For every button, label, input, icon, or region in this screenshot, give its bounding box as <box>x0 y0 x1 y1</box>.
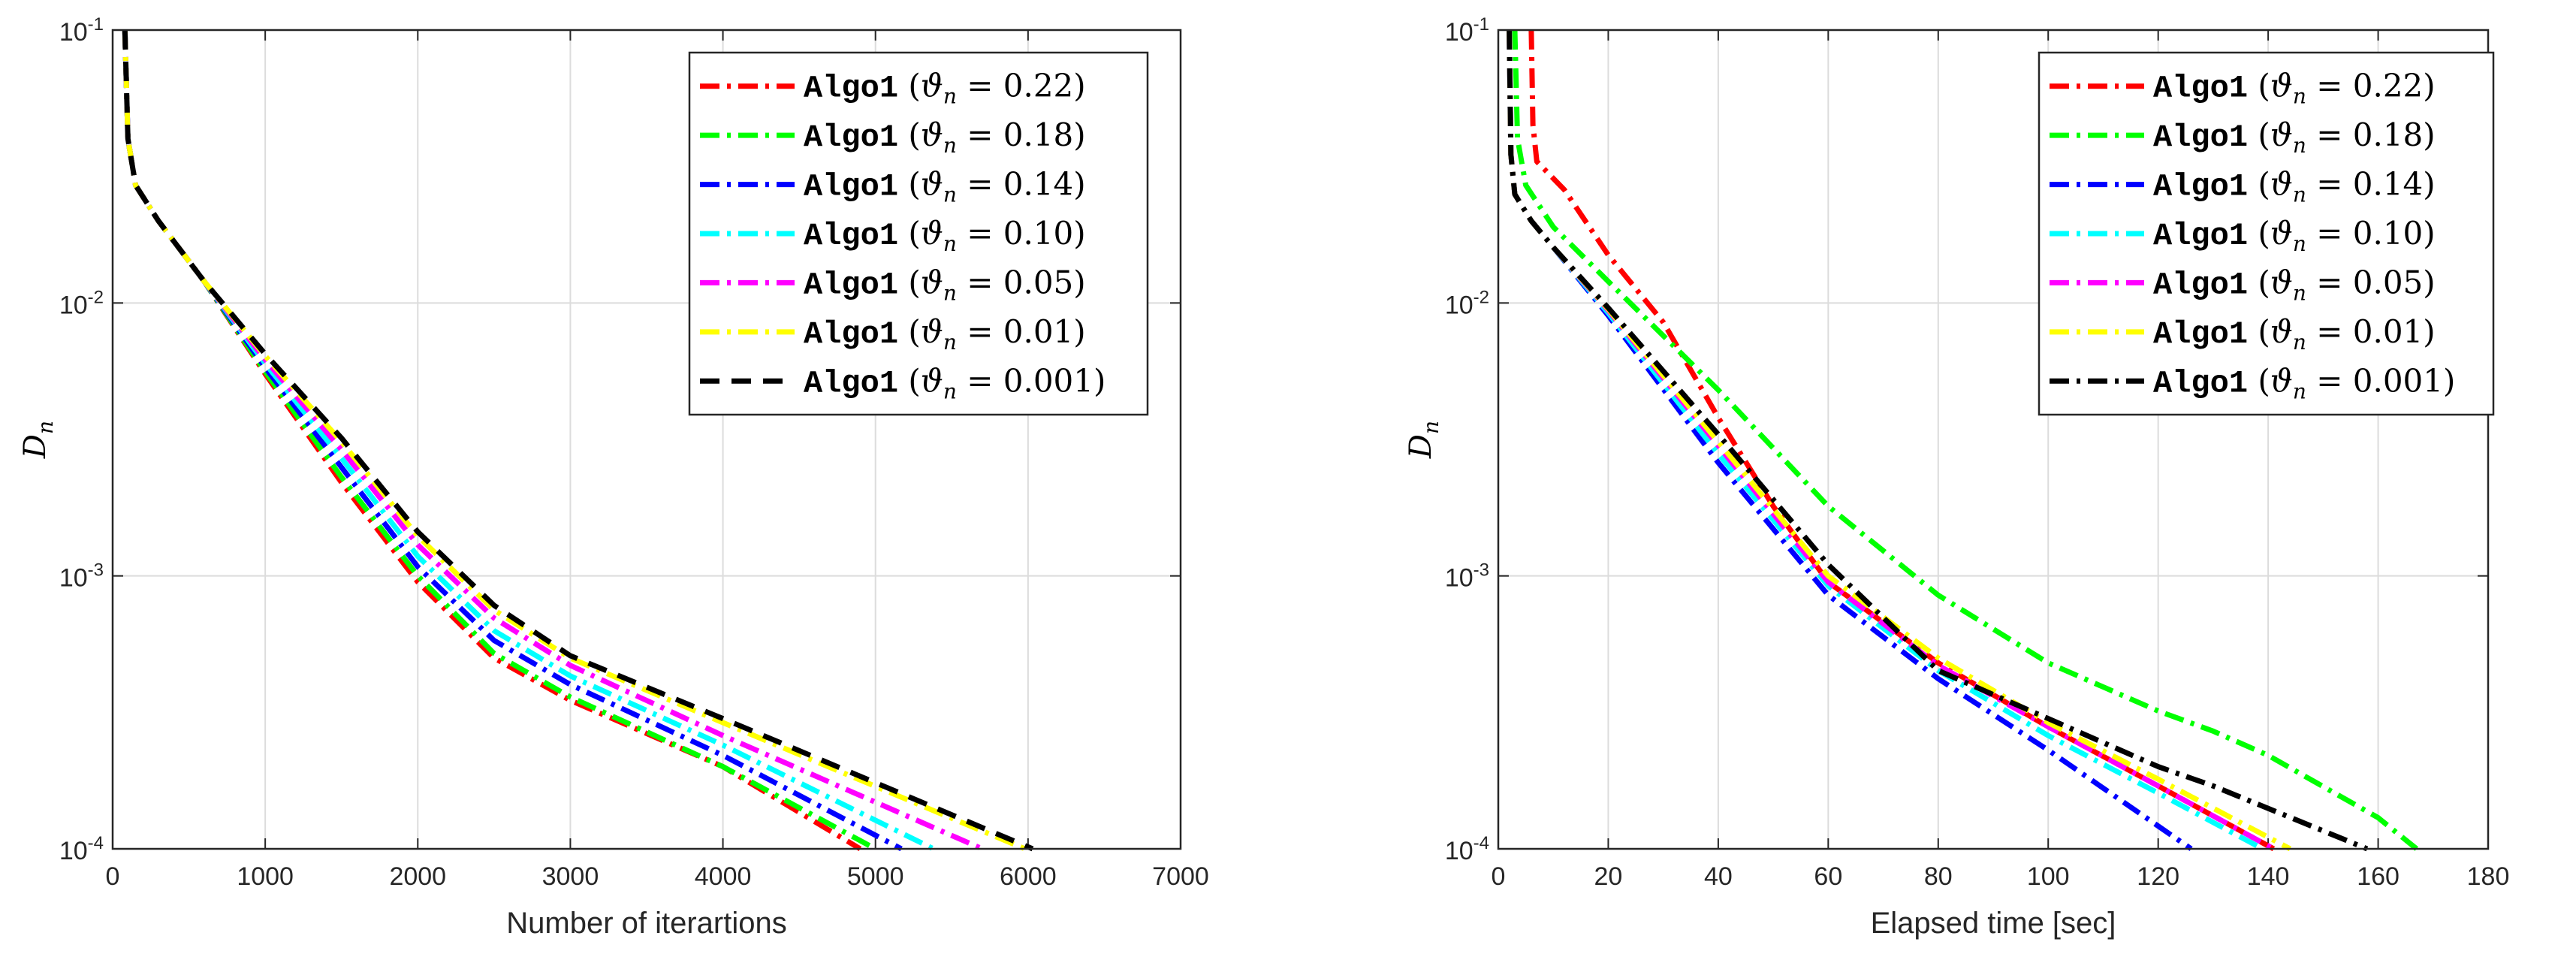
x-tick-label: 80 <box>1924 862 1953 891</box>
x-axis-label: Number of iterartions <box>506 907 786 940</box>
y-tick-label: 10-3 <box>59 560 104 593</box>
x-tick-label: 4000 <box>695 862 752 891</box>
legend-label-1: Algo1 (ϑn = 0.18) <box>804 116 1086 158</box>
chart-right: 0 20 40 60 80 100 120 140 160 180 10-1 10-2 10-3 10-4… <box>1404 14 2509 940</box>
x-tick-label: 160 <box>2357 862 2400 891</box>
x-tick-label: 7000 <box>1152 862 1209 891</box>
legend-label-5: Algo1 (ϑn = 0.01) <box>804 313 1086 355</box>
y-tick-label: 10-1 <box>59 14 104 47</box>
x-tick-label: 5000 <box>847 862 904 891</box>
legend-label-4: Algo1 (ϑn = 0.05) <box>2153 264 2436 305</box>
x-tick-label: 140 <box>2247 862 2290 891</box>
axes-box <box>111 29 1182 850</box>
legend-box <box>2038 51 2495 416</box>
series-line-1 <box>1512 29 2419 851</box>
legend-label-0: Algo1 (ϑn = 0.22) <box>2153 68 2436 109</box>
series-line-3 <box>122 29 935 852</box>
x-tick-label: 120 <box>2137 862 2179 891</box>
x-tick-label: 3000 <box>542 862 599 891</box>
x-tick-label: 0 <box>106 862 120 891</box>
series-line-2 <box>122 29 903 852</box>
axes-box <box>1497 29 2490 850</box>
legend-label-5: Algo1 (ϑn = 0.01) <box>2153 313 2436 355</box>
y-tick-label: 10-4 <box>1445 833 1489 865</box>
legend-label-6: Algo1 (ϑn = 0.001) <box>2153 362 2455 403</box>
legend-label-2: Algo1 (ϑn = 0.14) <box>804 166 1086 207</box>
x-axis-label: Elapsed time [sec] <box>1871 907 2116 940</box>
x-tick-label: 1000 <box>237 862 294 891</box>
legend: Algo1 (ϑn = 0.22) Algo1 (ϑn = 0.18) Algo1 … <box>2038 51 2495 416</box>
x-tick-label: 180 <box>2467 862 2510 891</box>
x-tick-label: 60 <box>1814 862 1842 891</box>
legend-label-2: Algo1 (ϑn = 0.14) <box>2153 166 2436 207</box>
legend-label-3: Algo1 (ϑn = 0.10) <box>2153 215 2436 256</box>
y-axis-label: Dn <box>1404 421 1443 459</box>
legend-label-4: Algo1 (ϑn = 0.05) <box>804 264 1086 305</box>
legend-label-1: Algo1 (ϑn = 0.18) <box>2153 116 2436 158</box>
x-tick-label: 6000 <box>1000 862 1057 891</box>
x-tick-label: 2000 <box>389 862 446 891</box>
y-tick-label: 10-2 <box>59 287 104 319</box>
y-tick-label: 10-2 <box>1445 287 1489 319</box>
chart-left: 0 1000 2000 3000 4000 5000 6000 7000 10-1 10-2 10-… <box>18 14 1209 940</box>
series-group <box>122 29 1034 852</box>
series-group <box>1507 29 2419 852</box>
x-tick-label: 100 <box>2027 862 2070 891</box>
legend-label-0: Algo1 (ϑn = 0.22) <box>804 68 1086 109</box>
y-tick-label: 10-3 <box>1445 560 1489 593</box>
legend-label-3: Algo1 (ϑn = 0.10) <box>804 215 1086 256</box>
y-tick-label: 10-4 <box>59 833 104 865</box>
series-line-6 <box>122 29 1034 852</box>
legend-label-6: Algo1 (ϑn = 0.001) <box>804 362 1106 403</box>
legend: Algo1 (ϑn = 0.22) Algo1 (ϑn = 0.18) Algo1 … <box>688 51 1149 416</box>
y-axis-label: Dn <box>18 421 58 459</box>
x-tick-label: 0 <box>1492 862 1506 891</box>
series-line-6 <box>1507 29 2369 852</box>
series-line-4 <box>122 29 984 852</box>
x-tick-label: 40 <box>1704 862 1733 891</box>
y-tick-label: 10-1 <box>1445 14 1489 47</box>
x-tick-label: 20 <box>1594 862 1623 891</box>
